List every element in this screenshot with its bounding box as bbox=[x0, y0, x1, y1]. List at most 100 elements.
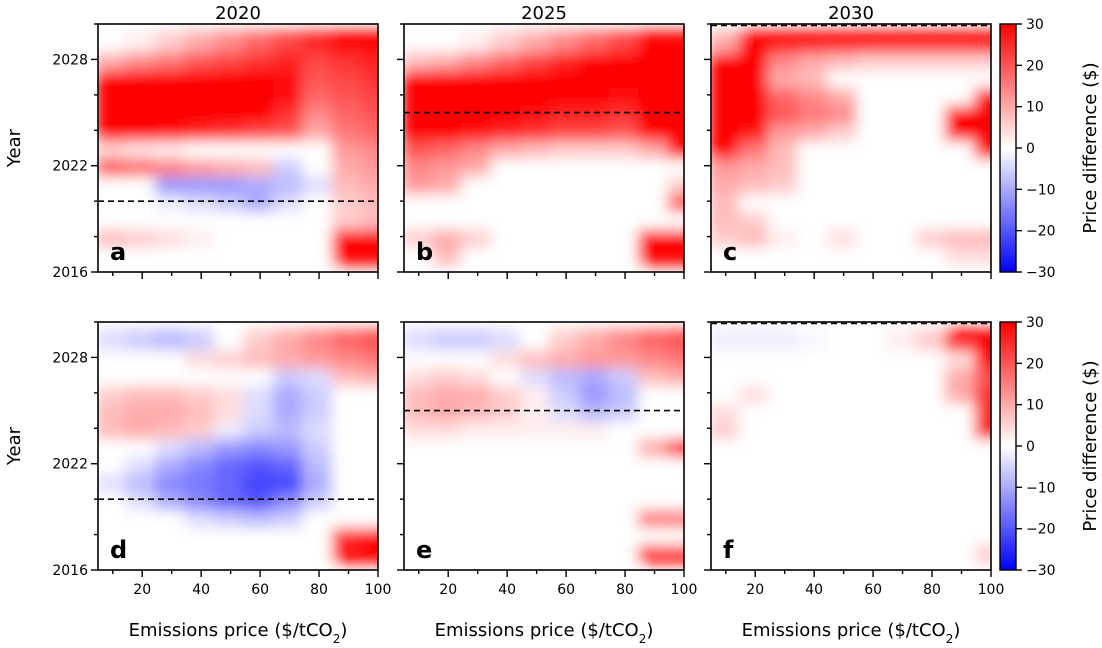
heatmap-cell bbox=[711, 154, 743, 177]
heatmap-cell bbox=[915, 66, 949, 88]
heatmap-cell bbox=[711, 382, 743, 404]
heatmap-cell bbox=[404, 488, 436, 510]
heatmap-area bbox=[404, 30, 684, 266]
heatmap-cell bbox=[490, 382, 524, 404]
heatmap-cell bbox=[797, 119, 831, 142]
heatmap-cell bbox=[856, 48, 890, 71]
heatmap-cell bbox=[667, 470, 684, 493]
heatmap-cell bbox=[184, 30, 218, 53]
panel-a: 2016 2022 2028 a bbox=[52, 23, 379, 281]
heatmap-cell bbox=[856, 417, 890, 440]
heatmap-cell bbox=[98, 154, 130, 177]
heatmap-cell bbox=[272, 470, 307, 493]
heatmap-cell bbox=[608, 243, 642, 266]
heatmap-cell bbox=[797, 506, 831, 528]
heatmap-cell bbox=[519, 119, 554, 142]
heatmap-cell bbox=[98, 382, 130, 404]
heatmap-cell bbox=[154, 470, 189, 493]
heatmap-cell bbox=[272, 101, 307, 124]
heatmap-cell bbox=[915, 154, 949, 177]
heatmap-cell bbox=[431, 382, 465, 404]
panel-letter: b bbox=[416, 238, 433, 266]
heatmap-cell bbox=[944, 488, 979, 510]
heatmap-cell bbox=[519, 137, 554, 159]
panel-c: c bbox=[704, 23, 992, 279]
heatmap-cell bbox=[404, 225, 436, 248]
heatmap-cell bbox=[767, 417, 802, 440]
heatmap-cell bbox=[404, 364, 436, 386]
heatmap-cell bbox=[885, 84, 920, 106]
heatmap-cell bbox=[856, 190, 890, 212]
heatmap-cell bbox=[767, 506, 802, 528]
heatmap-cell bbox=[519, 488, 554, 510]
colorbar-label: Price difference ($) bbox=[1080, 62, 1101, 233]
heatmap-cell bbox=[915, 48, 949, 71]
heatmap-cell bbox=[404, 172, 436, 195]
x-tick-label: 80 bbox=[923, 582, 941, 598]
heatmap-cell bbox=[667, 328, 684, 351]
heatmap-cell bbox=[331, 382, 366, 404]
heatmap-cell bbox=[856, 452, 890, 475]
heatmap-cell bbox=[213, 417, 248, 440]
x-axis-label: Emissions price ($/tCO2) bbox=[129, 620, 348, 646]
heatmap-cell bbox=[738, 119, 772, 142]
heatmap-cell bbox=[243, 399, 277, 422]
heatmap-cell bbox=[460, 190, 495, 212]
heatmap-cell bbox=[519, 328, 554, 351]
heatmap-cell bbox=[578, 208, 613, 230]
heatmap-cell bbox=[667, 523, 684, 546]
heatmap-cell bbox=[608, 417, 642, 440]
heatmap-cell bbox=[361, 48, 378, 71]
heatmap-cell bbox=[608, 154, 642, 177]
x-axis-label: Emissions price ($/tCO2) bbox=[435, 620, 654, 646]
heatmap-cell bbox=[767, 30, 802, 53]
heatmap-cell bbox=[361, 243, 378, 266]
heatmap-cell bbox=[974, 66, 991, 88]
heatmap-cell bbox=[243, 243, 277, 266]
heatmap-cell bbox=[915, 328, 949, 351]
heatmap-cell bbox=[331, 364, 366, 386]
heatmap-cell bbox=[797, 172, 831, 195]
heatmap-cell bbox=[243, 172, 277, 195]
heatmap-area bbox=[711, 328, 991, 564]
heatmap-cell bbox=[213, 452, 248, 475]
heatmap-cell bbox=[361, 328, 378, 351]
heatmap-cell bbox=[98, 541, 130, 564]
heatmap-cell bbox=[243, 470, 277, 493]
heatmap-cell bbox=[98, 101, 130, 124]
heatmap-cell bbox=[272, 417, 307, 440]
heatmap-cell bbox=[404, 30, 436, 53]
heatmap-cell bbox=[549, 48, 583, 71]
heatmap-cell bbox=[213, 101, 248, 124]
heatmap-cell bbox=[125, 30, 159, 53]
heatmap-cell bbox=[213, 523, 248, 546]
heatmap-cell bbox=[98, 66, 130, 88]
heatmap-cell bbox=[361, 541, 378, 564]
heatmap-cell bbox=[711, 435, 743, 457]
heatmap-cell bbox=[578, 417, 613, 440]
heatmap-cell bbox=[460, 137, 495, 159]
heatmap-cell bbox=[826, 101, 861, 124]
heatmap-cell bbox=[431, 488, 465, 510]
heatmap-cell bbox=[125, 470, 159, 493]
heatmap-cell bbox=[826, 30, 861, 53]
heatmap-cell bbox=[797, 328, 831, 351]
heatmap-cell bbox=[125, 208, 159, 230]
heatmap-cell bbox=[711, 225, 743, 248]
x-tick-label: 60 bbox=[864, 582, 882, 598]
panel-letter: d bbox=[110, 536, 127, 564]
heatmap-cell bbox=[404, 190, 436, 212]
heatmap-cell bbox=[944, 523, 979, 546]
heatmap-cell bbox=[431, 364, 465, 386]
heatmap-cell bbox=[98, 137, 130, 159]
heatmap-cell bbox=[272, 452, 307, 475]
x-tick-label: 100 bbox=[671, 582, 698, 598]
heatmap-cell bbox=[826, 435, 861, 457]
heatmap-cell bbox=[213, 328, 248, 351]
heatmap-cell bbox=[767, 243, 802, 266]
heatmap-cell bbox=[885, 470, 920, 493]
heatmap-cell bbox=[431, 48, 465, 71]
heatmap-cell bbox=[331, 523, 366, 546]
heatmap-cell bbox=[549, 243, 583, 266]
